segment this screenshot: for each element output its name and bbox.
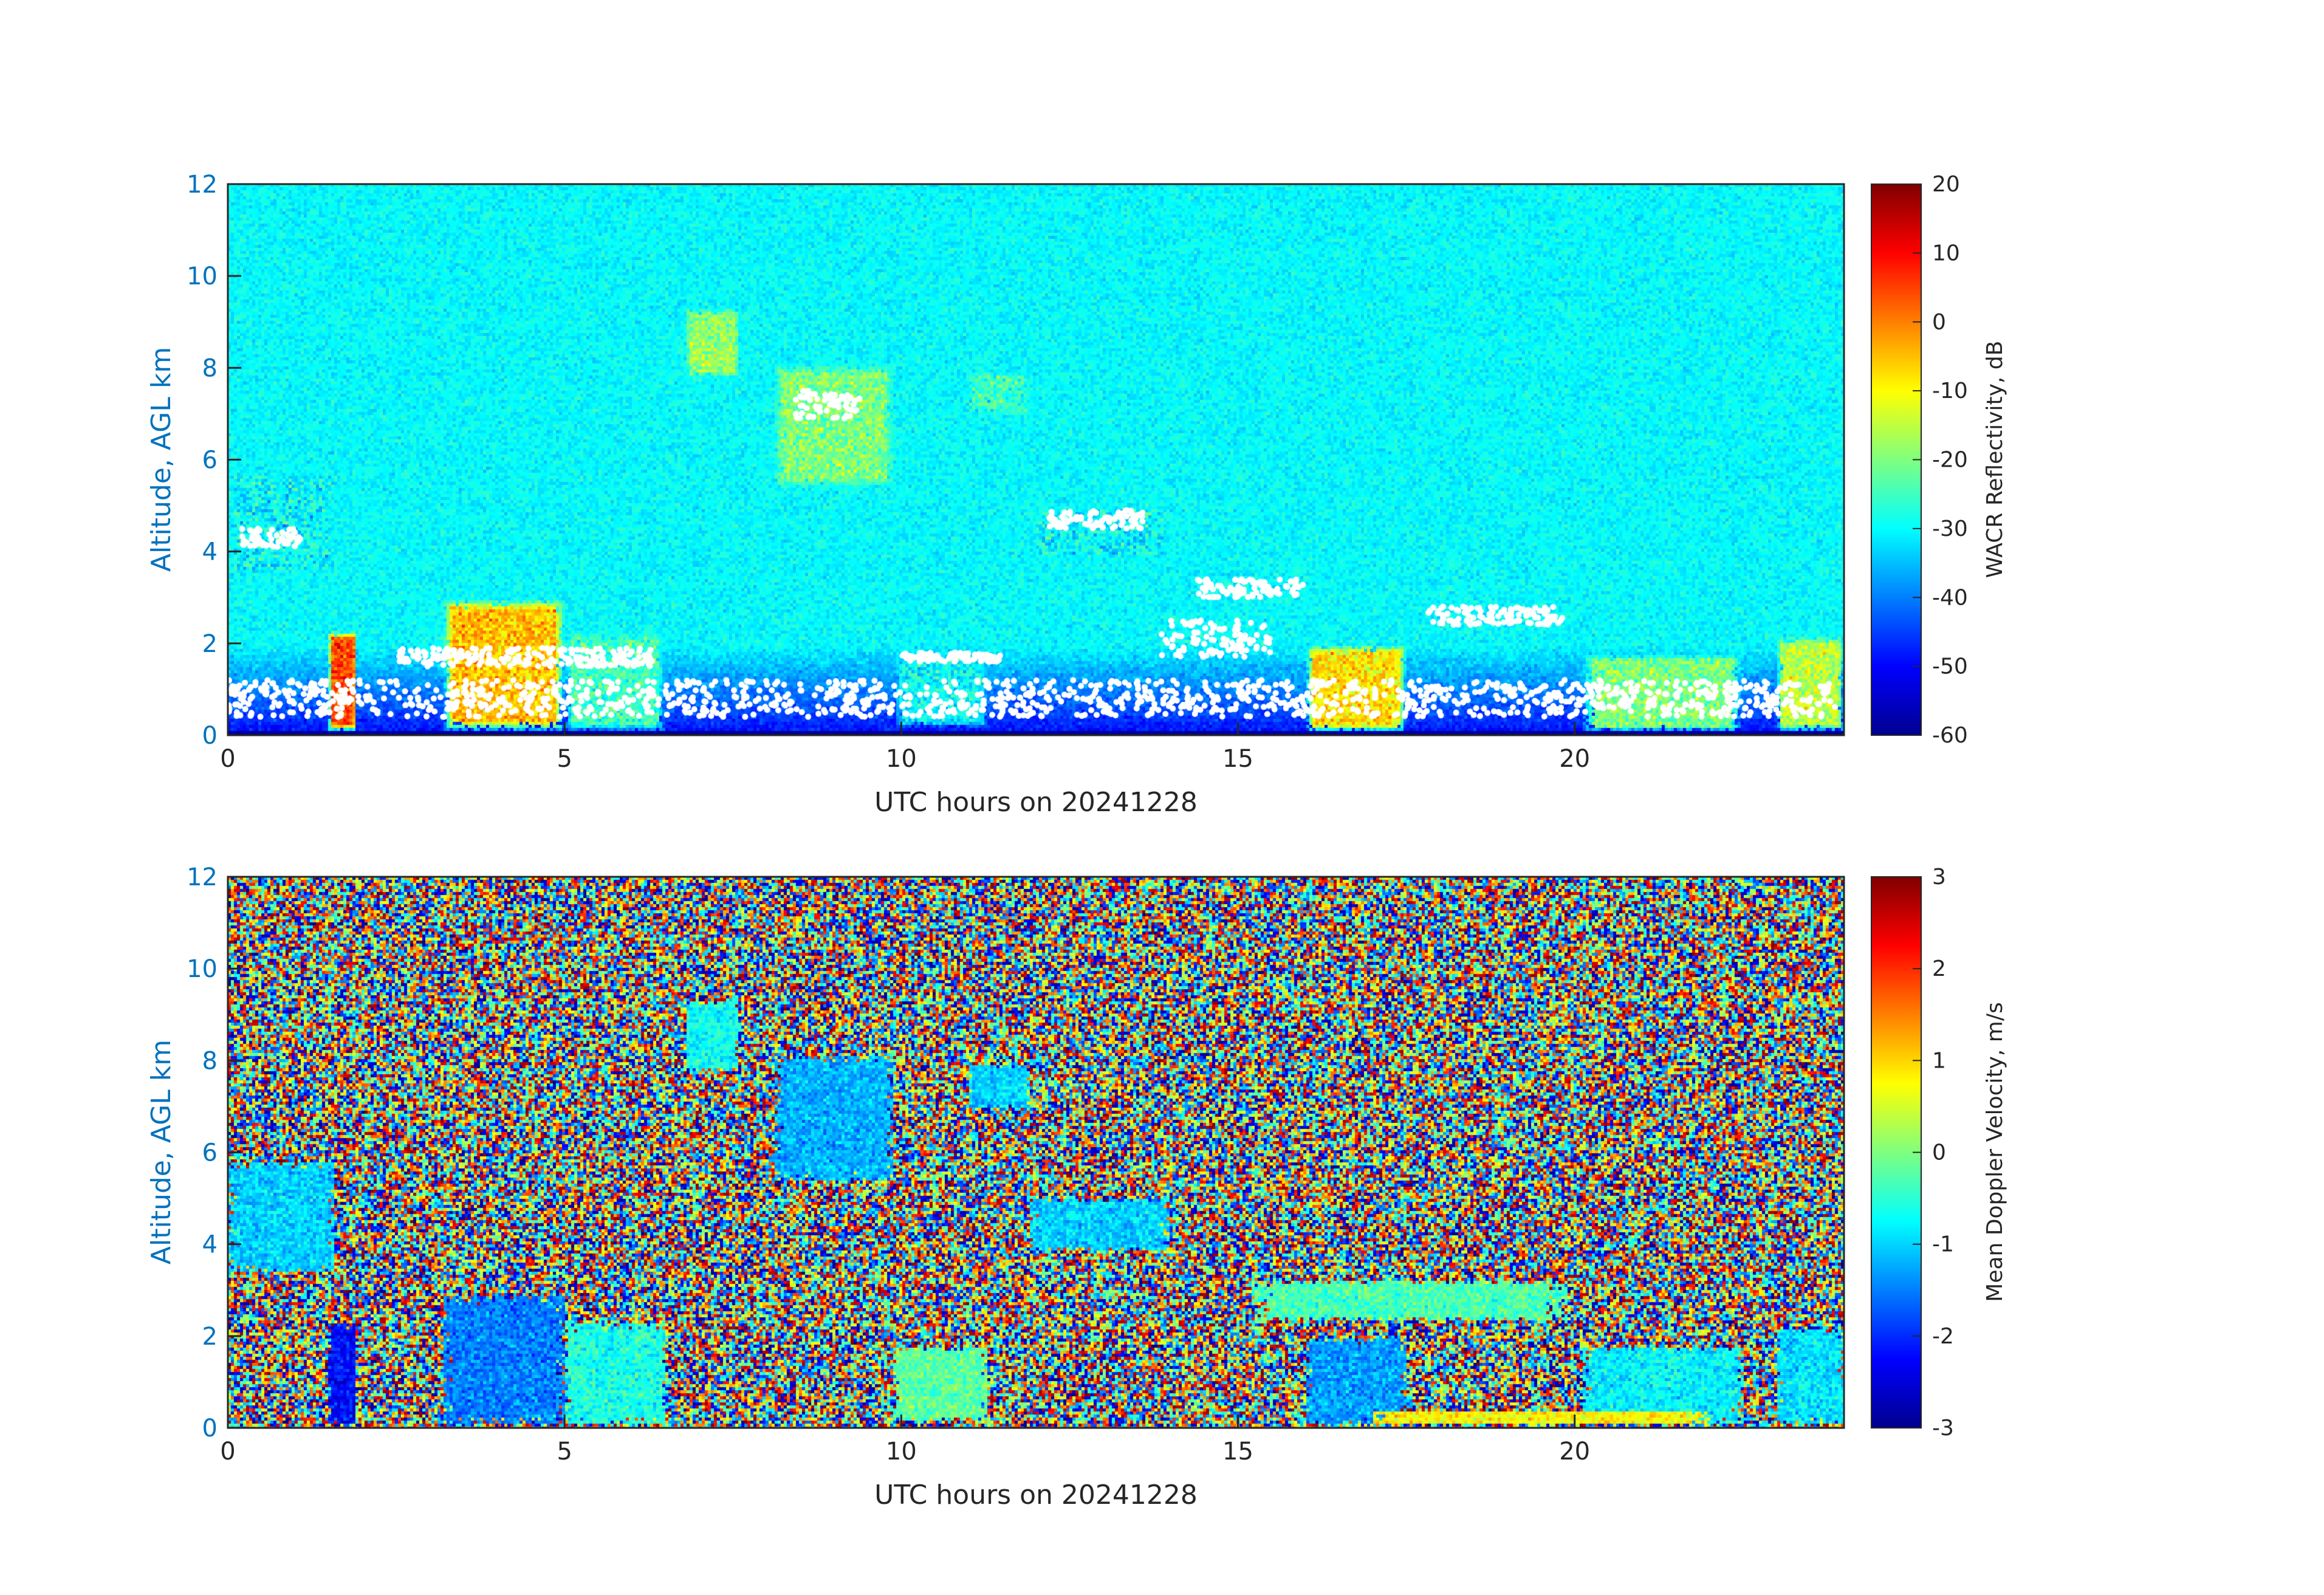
reflectivity-colorbar-tick-label: -60 <box>1932 723 1968 748</box>
doppler-x-axis-label: UTC hours on 20241228 <box>874 1480 1198 1511</box>
doppler-x-ticks: 0 5 10 15 20 <box>220 1415 1590 1466</box>
reflectivity-x-tick-label: 10 <box>886 745 917 773</box>
reflectivity-colorbar-tick-label: 10 <box>1932 241 1960 266</box>
doppler-y-ticks: 0 2 4 6 8 10 12 <box>187 863 241 1442</box>
doppler-x-tick-label: 15 <box>1222 1438 1253 1466</box>
reflectivity-colorbar-tick-label: -10 <box>1932 379 1968 403</box>
reflectivity-colorbar-tick-label: 20 <box>1932 172 1960 197</box>
reflectivity-colorbar-tick-label: -40 <box>1932 585 1968 610</box>
doppler-plot-area <box>228 877 1844 1428</box>
doppler-colorbar-tick-label: 3 <box>1932 865 1946 890</box>
reflectivity-x-tick-label: 15 <box>1222 745 1253 773</box>
reflectivity-colorbar-tick-label: -50 <box>1932 654 1968 679</box>
doppler-y-tick-label: 2 <box>202 1323 218 1351</box>
doppler-colorbar-tick-label: 2 <box>1932 956 1946 981</box>
doppler-x-tick-label: 10 <box>886 1438 917 1466</box>
doppler-y-axis-label: Altitude, AGL km <box>146 1040 177 1264</box>
doppler-y-tick-label: 6 <box>202 1139 218 1167</box>
doppler-colorbar-label: Mean Doppler Velocity, m/s <box>1983 1002 2007 1302</box>
reflectivity-y-tick-label: 10 <box>187 262 218 290</box>
reflectivity-plot-area <box>228 184 1844 735</box>
reflectivity-colorbar-label: WACR Reflectivity, dB <box>1983 341 2007 578</box>
reflectivity-panel: 0 5 10 15 20 0 2 4 6 8 10 12 UTC hours on 20241228… <box>146 171 2007 818</box>
doppler-colorbar-tick-label: -3 <box>1932 1416 1954 1441</box>
reflectivity-y-tick-label: 0 <box>202 722 218 750</box>
reflectivity-colorbar-ticks: -60 -50 -40 -30 -20 -10 0 10 20 <box>1913 172 1968 748</box>
reflectivity-y-tick-label: 4 <box>202 538 218 566</box>
doppler-y-tick-label: 4 <box>202 1231 218 1259</box>
doppler-colorbar-tick-label: 0 <box>1932 1141 1946 1165</box>
reflectivity-y-axis-label: Altitude, AGL km <box>146 347 177 572</box>
reflectivity-y-tick-label: 6 <box>202 447 218 475</box>
reflectivity-x-axis-label: UTC hours on 20241228 <box>874 787 1198 818</box>
doppler-y-tick-label: 10 <box>187 955 218 983</box>
doppler-colorbar-tick-label: 1 <box>1932 1048 1946 1073</box>
doppler-y-tick-label: 8 <box>202 1047 218 1075</box>
doppler-y-tick-label: 12 <box>187 863 218 891</box>
reflectivity-x-tick-label: 5 <box>557 745 572 773</box>
reflectivity-y-tick-label: 12 <box>187 171 218 199</box>
reflectivity-colorbar-tick-label: -30 <box>1932 516 1968 541</box>
reflectivity-y-tick-label: 8 <box>202 354 218 382</box>
doppler-colorbar-ticks: -3 -2 -1 0 1 2 3 <box>1913 865 1954 1441</box>
doppler-y-tick-label: 0 <box>202 1415 218 1442</box>
reflectivity-x-ticks: 0 5 10 15 20 <box>220 722 1590 773</box>
doppler-colorbar-tick-label: -2 <box>1932 1324 1954 1349</box>
reflectivity-x-tick-label: 20 <box>1559 745 1590 773</box>
doppler-x-tick-label: 5 <box>557 1438 572 1466</box>
reflectivity-colorbar-tick-label: 0 <box>1932 310 1946 335</box>
reflectivity-y-ticks: 0 2 4 6 8 10 12 <box>187 171 241 750</box>
doppler-colorbar-tick-label: -1 <box>1932 1232 1954 1257</box>
doppler-x-tick-label: 0 <box>220 1438 235 1466</box>
reflectivity-x-tick-label: 0 <box>220 745 235 773</box>
reflectivity-y-tick-label: 2 <box>202 630 218 658</box>
doppler-x-tick-label: 20 <box>1559 1438 1590 1466</box>
reflectivity-colorbar-tick-label: -20 <box>1932 448 1968 473</box>
